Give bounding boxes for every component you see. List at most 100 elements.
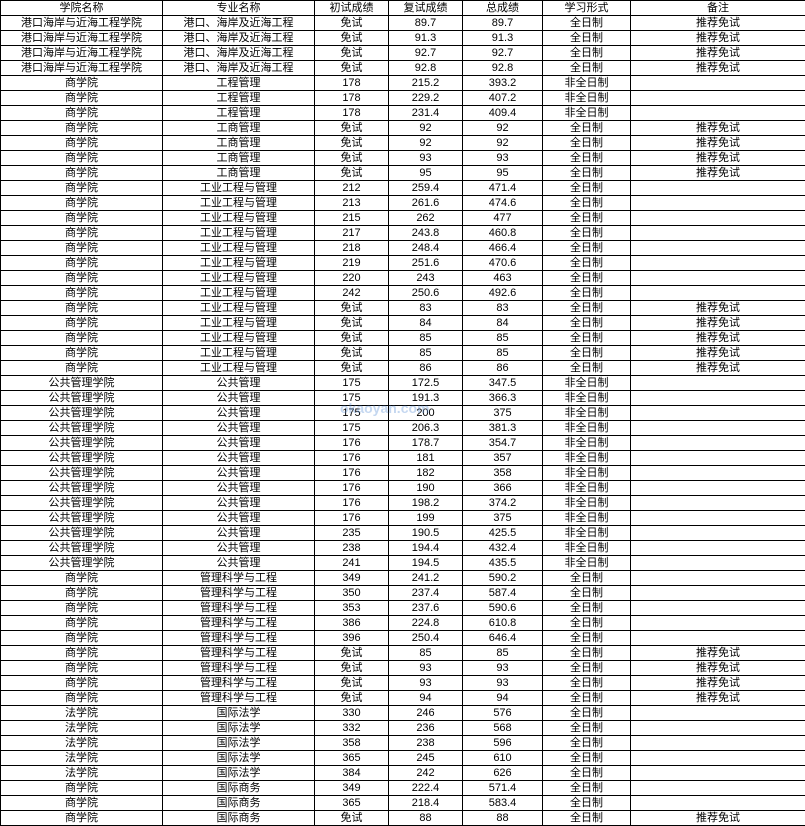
- table-cell: 商学院: [1, 661, 163, 676]
- table-cell: 管理科学与工程: [163, 601, 315, 616]
- table-cell: [631, 451, 805, 466]
- table-cell: 241.2: [389, 571, 463, 586]
- table-cell: 免试: [315, 136, 389, 151]
- table-cell: 全日制: [543, 271, 631, 286]
- table-cell: 商学院: [1, 76, 163, 91]
- table-cell: [631, 226, 805, 241]
- table-cell: 免试: [315, 151, 389, 166]
- table-cell: 工业工程与管理: [163, 256, 315, 271]
- table-cell: 免试: [315, 646, 389, 661]
- table-row: 商学院工业工程与管理免试8686全日制推荐免试: [1, 361, 805, 376]
- table-cell: 推荐免试: [631, 361, 805, 376]
- table-cell: 非全日制: [543, 526, 631, 541]
- table-cell: 推荐免试: [631, 46, 805, 61]
- table-cell: 推荐免试: [631, 61, 805, 76]
- table-cell: 推荐免试: [631, 151, 805, 166]
- table-cell: 商学院: [1, 166, 163, 181]
- table-cell: 非全日制: [543, 466, 631, 481]
- table-cell: 工程管理: [163, 76, 315, 91]
- table-cell: 非全日制: [543, 376, 631, 391]
- table-cell: 93: [389, 661, 463, 676]
- table-cell: 全日制: [543, 166, 631, 181]
- table-cell: 商学院: [1, 616, 163, 631]
- table-cell: 全日制: [543, 691, 631, 706]
- table-cell: 215.2: [389, 76, 463, 91]
- table-cell: 推荐免试: [631, 31, 805, 46]
- table-cell: 94: [389, 691, 463, 706]
- table-cell: [631, 106, 805, 121]
- table-row: 商学院管理科学与工程350237.4587.4全日制: [1, 586, 805, 601]
- table-cell: 公共管理: [163, 391, 315, 406]
- table-cell: 港口海岸与近海工程学院: [1, 46, 163, 61]
- table-cell: 非全日制: [543, 436, 631, 451]
- table-row: 商学院工业工程与管理215262477全日制: [1, 211, 805, 226]
- table-cell: 公共管理: [163, 481, 315, 496]
- table-cell: 354.7: [463, 436, 543, 451]
- table-cell: 公共管理学院: [1, 496, 163, 511]
- table-cell: 194.5: [389, 556, 463, 571]
- table-cell: 商学院: [1, 271, 163, 286]
- table-row: 商学院管理科学与工程396250.4646.4全日制: [1, 631, 805, 646]
- table-cell: [631, 271, 805, 286]
- table-cell: 公共管理: [163, 451, 315, 466]
- table-cell: 公共管理学院: [1, 421, 163, 436]
- table-row: 法学院国际法学330246576全日制: [1, 706, 805, 721]
- table-cell: 国际商务: [163, 811, 315, 826]
- table-cell: [631, 391, 805, 406]
- table-cell: 工业工程与管理: [163, 331, 315, 346]
- table-cell: 公共管理学院: [1, 376, 163, 391]
- table-cell: 免试: [315, 61, 389, 76]
- table-cell: 非全日制: [543, 511, 631, 526]
- table-cell: 全日制: [543, 241, 631, 256]
- table-cell: 法学院: [1, 751, 163, 766]
- table-cell: 全日制: [543, 136, 631, 151]
- table-cell: 非全日制: [543, 76, 631, 91]
- table-row: 商学院工商管理免试9393全日制推荐免试: [1, 151, 805, 166]
- table-cell: [631, 91, 805, 106]
- table-cell: 365: [315, 796, 389, 811]
- table-cell: 190: [389, 481, 463, 496]
- table-cell: [631, 796, 805, 811]
- table-cell: 88: [463, 811, 543, 826]
- table-cell: 商学院: [1, 181, 163, 196]
- table-cell: [631, 481, 805, 496]
- table-cell: 港口海岸与近海工程学院: [1, 61, 163, 76]
- table-cell: 610: [463, 751, 543, 766]
- table-cell: 非全日制: [543, 451, 631, 466]
- table-cell: 596: [463, 736, 543, 751]
- table-cell: 免试: [315, 301, 389, 316]
- table-cell: 213: [315, 196, 389, 211]
- table-cell: 商学院: [1, 196, 163, 211]
- table-cell: 432.4: [463, 541, 543, 556]
- table-cell: 85: [463, 646, 543, 661]
- table-cell: 92: [389, 121, 463, 136]
- table-cell: 471.4: [463, 181, 543, 196]
- table-cell: 全日制: [543, 151, 631, 166]
- table-cell: 全日制: [543, 721, 631, 736]
- table-row: 公共管理学院公共管理235190.5425.5非全日制: [1, 526, 805, 541]
- table-cell: 全日制: [543, 676, 631, 691]
- table-row: 商学院管理科学与工程免试9393全日制推荐免试: [1, 676, 805, 691]
- table-row: 公共管理学院公共管理175172.5347.5非全日制: [1, 376, 805, 391]
- table-cell: 194.4: [389, 541, 463, 556]
- table-cell: [631, 706, 805, 721]
- table-cell: 375: [463, 511, 543, 526]
- column-header: 复试成绩: [389, 1, 463, 16]
- table-cell: 港口、海岸及近海工程: [163, 31, 315, 46]
- table-cell: 公共管理: [163, 496, 315, 511]
- table-cell: 93: [389, 676, 463, 691]
- table-cell: 推荐免试: [631, 16, 805, 31]
- table-row: 法学院国际法学365245610全日制: [1, 751, 805, 766]
- table-row: 公共管理学院公共管理241194.5435.5非全日制: [1, 556, 805, 571]
- table-cell: 全日制: [543, 316, 631, 331]
- table-cell: 公共管理学院: [1, 451, 163, 466]
- table-row: 商学院工业工程与管理免试8383全日制推荐免试: [1, 301, 805, 316]
- table-cell: 管理科学与工程: [163, 676, 315, 691]
- table-cell: [631, 766, 805, 781]
- table-cell: 全日制: [543, 661, 631, 676]
- table-cell: 374.2: [463, 496, 543, 511]
- table-cell: [631, 751, 805, 766]
- table-cell: 466.4: [463, 241, 543, 256]
- table-cell: 206.3: [389, 421, 463, 436]
- table-cell: 全日制: [543, 346, 631, 361]
